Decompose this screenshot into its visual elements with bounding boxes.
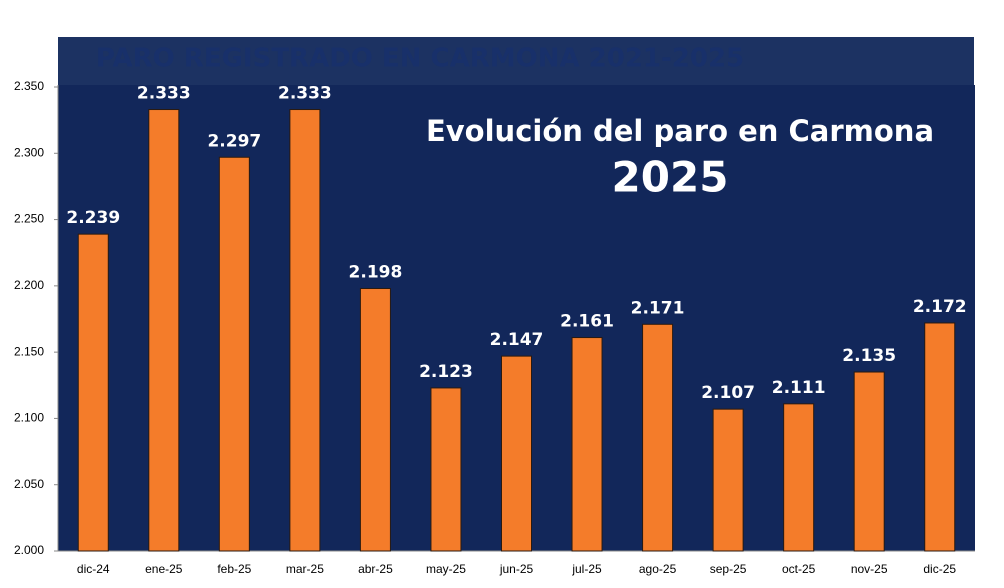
x-tick-label: nov-25	[851, 562, 888, 576]
bar	[501, 355, 532, 552]
y-tick-label: 2.050	[14, 477, 44, 491]
bar	[571, 337, 603, 552]
y-tick-label: 2.300	[14, 145, 44, 159]
bar	[359, 288, 391, 552]
y-tick-label: 2.200	[14, 278, 44, 292]
bar	[430, 387, 462, 552]
y-tick-label: 2.100	[14, 411, 44, 425]
value-label: 2.172	[913, 297, 967, 317]
bar	[77, 233, 109, 552]
value-label: 2.333	[137, 84, 191, 104]
value-label: 2.171	[631, 298, 685, 318]
x-tick-label: ago-25	[639, 562, 677, 576]
bar	[642, 323, 674, 552]
x-tick-label: mar-25	[286, 562, 324, 576]
annotation: 2025	[612, 153, 729, 202]
bar	[924, 322, 956, 552]
value-label: 2.297	[207, 131, 261, 151]
x-tick-label: abr-25	[358, 562, 393, 576]
x-tick-label: jun-25	[499, 562, 534, 576]
value-label: 2.239	[66, 208, 120, 228]
x-tick-label: may-25	[426, 562, 466, 576]
value-label: 2.135	[842, 346, 896, 366]
value-label: 2.198	[349, 263, 403, 283]
x-tick-label: sep-25	[710, 562, 747, 576]
value-label: 2.333	[278, 84, 332, 104]
header-band	[58, 37, 974, 87]
x-tick-label: feb-25	[217, 562, 251, 576]
value-label: 2.111	[772, 378, 826, 398]
x-tick-label: ene-25	[145, 562, 183, 576]
value-label: 2.107	[701, 383, 755, 403]
bar	[783, 403, 815, 552]
x-tick-label: dic-24	[77, 562, 110, 576]
bar	[218, 156, 250, 552]
value-label: 2.147	[490, 330, 544, 350]
x-tick-label: jul-25	[571, 562, 602, 576]
y-tick-label: 2.250	[14, 212, 44, 226]
y-tick-label: 2.000	[14, 543, 44, 557]
bar	[148, 109, 180, 552]
bar	[853, 371, 885, 552]
bar	[289, 109, 321, 552]
annotation: Evolución del paro en Carmona	[426, 114, 934, 148]
x-tick-label: dic-25	[923, 562, 956, 576]
value-label: 2.123	[419, 362, 473, 382]
value-label: 2.161	[560, 312, 614, 332]
y-tick-label: 2.350	[14, 79, 44, 93]
y-tick-label: 2.150	[14, 344, 44, 358]
chart-title: PARO REGISTRADO EN CARMONA 2021-2025	[96, 44, 744, 74]
bar	[712, 408, 744, 552]
x-tick-label: oct-25	[782, 562, 816, 576]
